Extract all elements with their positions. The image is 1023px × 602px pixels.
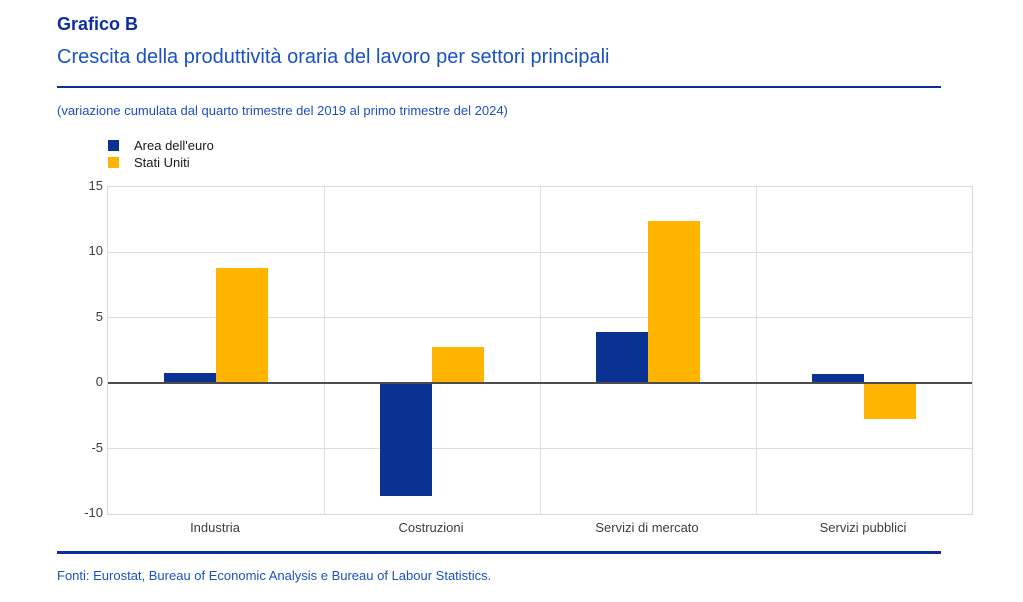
bar-stati-uniti-servizi-pubblici (864, 383, 916, 419)
y-tick-15: 15 (88, 178, 103, 193)
y-tick--5: -5 (91, 439, 103, 455)
y-tick--10: -10 (84, 505, 103, 520)
header-rule (57, 86, 941, 88)
legend-item-area-euro: Area dell'euro (108, 137, 214, 154)
chart-kicker: Grafico B (57, 14, 139, 34)
bar-stati-uniti-servizi-di-mercato (648, 221, 700, 384)
legend-item-stati-uniti: Stati Uniti (108, 154, 214, 171)
bar-stati-uniti-industria (216, 268, 268, 384)
x-label-servizi-pubblici: Servizi pubblici (819, 520, 907, 535)
chart-title: Crescita della produttività oraria del l… (57, 46, 610, 68)
x-label-servizi-di-mercato: Servizi di mercato (595, 520, 699, 535)
category-divider-2 (539, 187, 541, 514)
category-divider-1 (323, 187, 325, 514)
footer-rule (57, 551, 941, 554)
legend-swatch-stati-uniti (108, 157, 119, 168)
bar-area-dell-euro-industria (164, 372, 216, 384)
y-axis: 15 10 5 0 -5 -10 (40, 178, 103, 520)
zero-axis-line (108, 382, 972, 385)
y-tick-10: 10 (88, 243, 103, 259)
bar-area-dell-euro-servizi-pubblici (812, 374, 864, 384)
legend-label-stati-uniti: Stati Uniti (134, 155, 190, 170)
category-divider-3 (755, 187, 757, 514)
bar-stati-uniti-costruzioni (432, 346, 484, 384)
y-tick-5: 5 (95, 308, 103, 324)
y-tick-0: 0 (95, 374, 103, 390)
bar-area-dell-euro-costruzioni (380, 383, 432, 496)
legend-swatch-area-euro (108, 140, 119, 151)
x-label-costruzioni: Costruzioni (398, 520, 464, 535)
chart-note: (variazione cumulata dal quarto trimestr… (57, 103, 508, 118)
legend-label-area-euro: Area dell'euro (134, 138, 214, 153)
source-note: Fonti: Eurostat, Bureau of Economic Anal… (57, 568, 492, 583)
plot-area (107, 186, 973, 515)
x-label-industria: Industria (190, 520, 240, 535)
x-axis: Industria Costruzioni Servizi di mercato Se… (107, 520, 971, 538)
legend: Area dell'euro Stati Uniti (108, 137, 214, 171)
bar-area-dell-euro-servizi-di-mercato (596, 332, 648, 384)
